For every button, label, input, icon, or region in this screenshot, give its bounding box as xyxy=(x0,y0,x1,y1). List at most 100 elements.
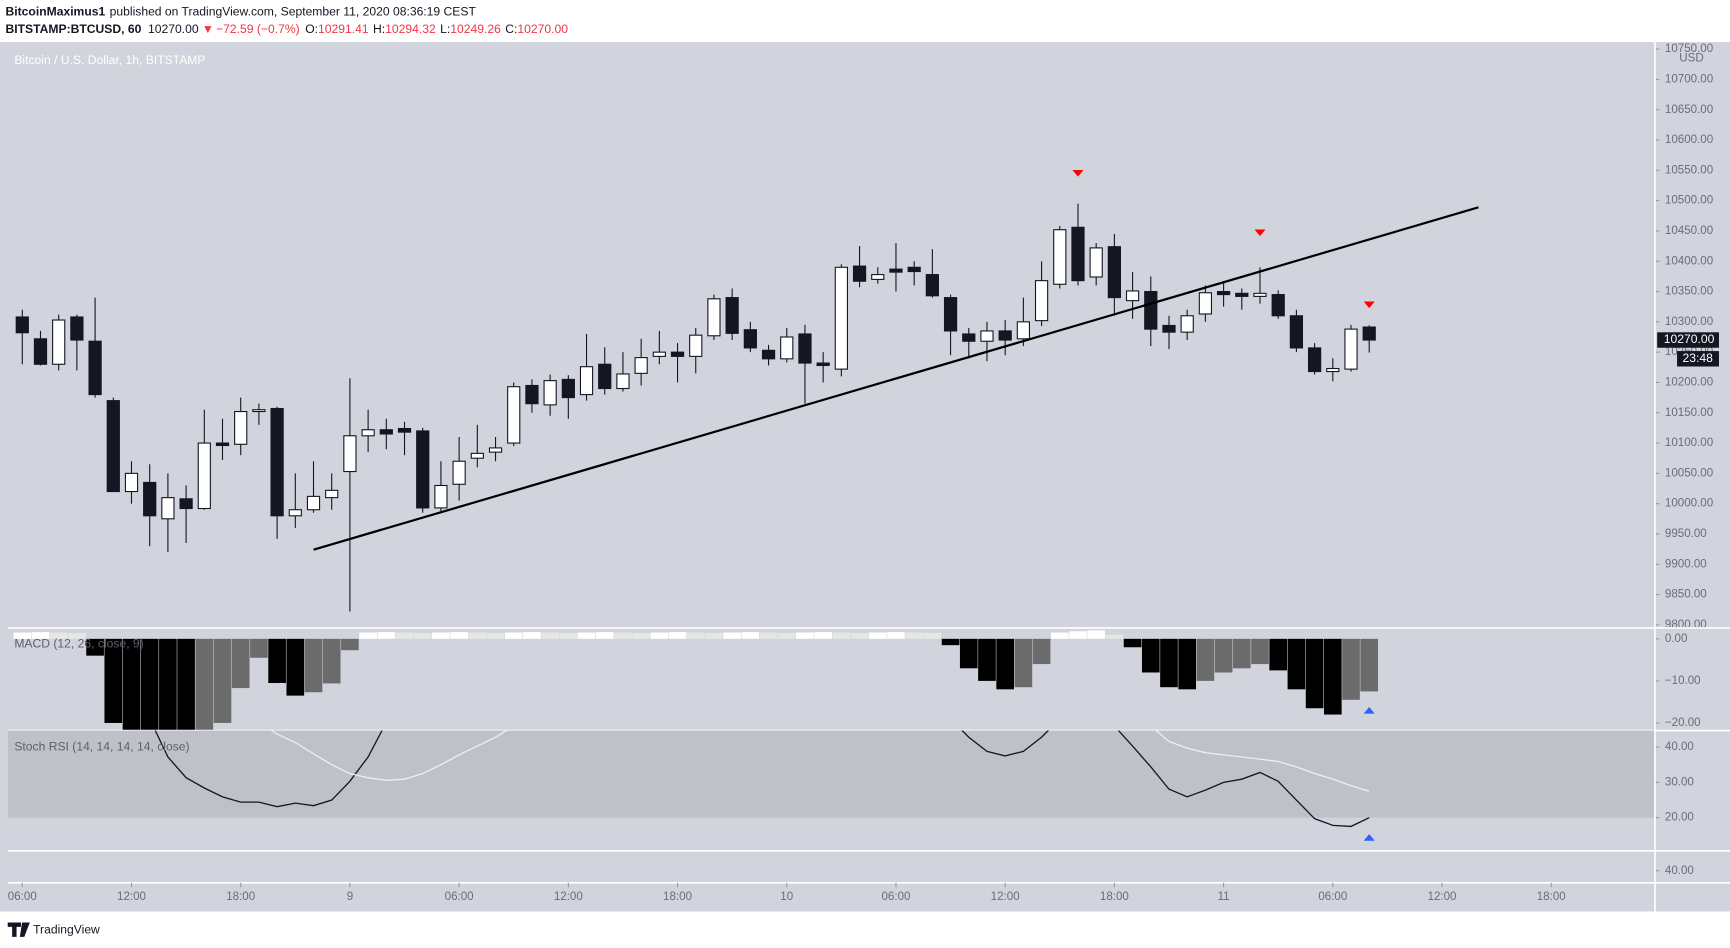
price-tag-label: 10270.00 xyxy=(1664,332,1715,346)
histogram-bar xyxy=(1342,638,1360,700)
y-tick-label: −10.00 xyxy=(1665,675,1701,687)
histogram-bar xyxy=(195,638,214,731)
candle-body xyxy=(1344,328,1358,370)
histogram-bar xyxy=(68,632,86,639)
histogram-bar xyxy=(741,632,760,639)
candle-body xyxy=(689,334,703,357)
x-tick-label: 12:00 xyxy=(991,891,1020,903)
candle-body xyxy=(1307,347,1322,373)
histogram-bar xyxy=(1050,632,1069,639)
candle-body xyxy=(816,362,830,367)
ohlc-value: 10294.32 xyxy=(385,22,436,36)
candle-body xyxy=(980,330,994,342)
histogram-bar xyxy=(887,632,905,639)
publish-line: BitcoinMaximus1 published on TradingView.… xyxy=(6,4,477,18)
candle-body xyxy=(943,297,958,332)
signal-marker xyxy=(1363,707,1375,714)
candle-body xyxy=(1216,290,1231,296)
ohlc-label: H: xyxy=(373,22,385,36)
ohlc-label: L: xyxy=(440,22,450,36)
candle-body xyxy=(1071,226,1085,282)
candle-body xyxy=(889,268,903,273)
candle-body xyxy=(725,297,739,334)
candle-body xyxy=(1053,229,1067,285)
candle-body xyxy=(962,333,976,342)
histogram-bar xyxy=(1251,638,1269,665)
candle-body xyxy=(234,410,248,445)
x-tick-label: 18:00 xyxy=(1100,891,1129,903)
histogram-bar xyxy=(723,632,741,639)
histogram-bar xyxy=(777,632,796,639)
candle-body xyxy=(1180,315,1194,333)
histogram-bar xyxy=(468,632,487,639)
candle-body xyxy=(197,442,211,510)
y-tick-label: 10550.00 xyxy=(1665,164,1713,176)
candle-body xyxy=(1235,292,1249,297)
histogram-bar xyxy=(268,638,286,684)
y-tick-label: 9950.00 xyxy=(1665,528,1707,540)
x-tick-label: 06:00 xyxy=(445,891,474,903)
countdown-tag xyxy=(1677,351,1719,367)
histogram-bar xyxy=(541,632,559,639)
unit-label: USD xyxy=(1679,53,1703,65)
published: published on TradingView.com, September … xyxy=(110,4,477,18)
candle-body xyxy=(270,407,284,517)
y-tick-label: 0.00 xyxy=(1665,633,1688,645)
candle-body xyxy=(252,409,266,413)
candle-body xyxy=(379,429,393,435)
y-tick-label: 10750.00 xyxy=(1665,43,1713,55)
candle-body xyxy=(852,265,867,282)
histogram-bar xyxy=(1196,638,1215,681)
band xyxy=(7,730,1655,818)
y-tick-label: 10450.00 xyxy=(1665,225,1713,237)
histogram-bar xyxy=(1160,638,1178,688)
candle-body xyxy=(288,509,302,517)
candle-body xyxy=(1034,280,1049,322)
candle-body xyxy=(652,351,666,357)
x-tick-label: 12:00 xyxy=(117,891,146,903)
histogram-bar xyxy=(140,638,159,731)
candle-body xyxy=(343,435,357,473)
histogram-bar xyxy=(504,632,523,639)
histogram-bar xyxy=(650,632,669,639)
histogram-bar xyxy=(395,632,414,639)
candle-body xyxy=(15,316,29,334)
candle-body xyxy=(1107,246,1122,299)
candle-body xyxy=(161,497,175,520)
histogram-bar xyxy=(286,638,305,696)
x-tick-label: 10 xyxy=(780,891,793,903)
candle-body xyxy=(998,330,1012,341)
logo-icon xyxy=(7,922,30,937)
histogram-bar xyxy=(759,632,778,639)
candle-body xyxy=(579,366,594,396)
y-tick-label: 10400.00 xyxy=(1665,255,1713,267)
histogram-bar xyxy=(686,632,705,639)
histogram-bar xyxy=(1232,638,1251,669)
candle-body xyxy=(416,430,430,509)
candle-body xyxy=(452,460,466,485)
ohlc-value: 10270.00 xyxy=(517,22,568,36)
candle-body xyxy=(52,319,66,365)
price-tag xyxy=(1657,332,1719,348)
histogram-bar xyxy=(796,632,814,639)
candle-body xyxy=(834,266,848,370)
change: −72.59 (−0.7%) xyxy=(216,22,300,36)
y-tick-label: −20.00 xyxy=(1665,717,1701,729)
histogram-bar xyxy=(923,632,942,639)
candle-body xyxy=(798,333,812,364)
y-tick-label: 10700.00 xyxy=(1665,73,1713,85)
y-tick-label: 10350.00 xyxy=(1665,286,1713,298)
histogram-bar xyxy=(1214,638,1233,673)
candle-body xyxy=(634,357,648,374)
signal-marker xyxy=(1363,301,1375,309)
histogram-bar xyxy=(1360,638,1379,692)
y-tick-label: 10150.00 xyxy=(1665,407,1713,419)
histogram-bar xyxy=(377,632,396,639)
histogram-bar xyxy=(13,632,32,639)
panel xyxy=(13,630,1379,731)
histogram-bar xyxy=(595,632,614,639)
histogram-bar xyxy=(359,632,377,639)
y-tick-label: 10000.00 xyxy=(1665,498,1713,510)
histogram-bar xyxy=(559,632,578,639)
